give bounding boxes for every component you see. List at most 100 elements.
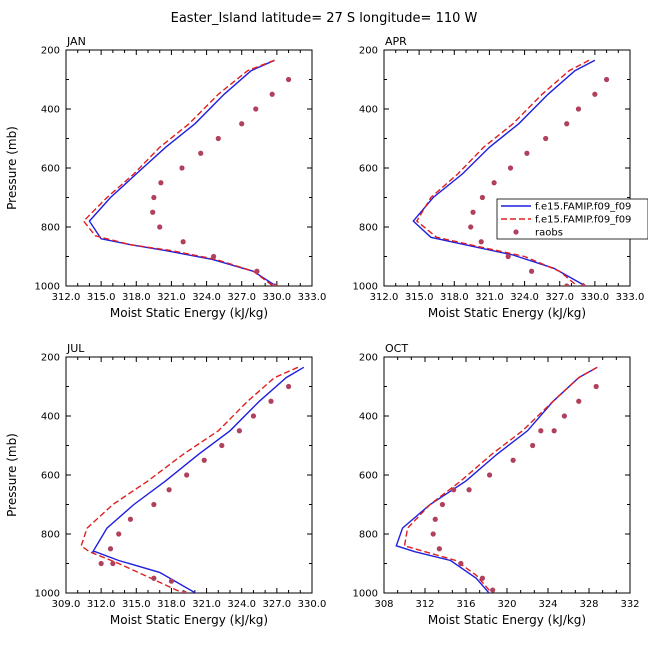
raobs-point bbox=[110, 560, 116, 567]
raobs-point bbox=[157, 224, 163, 230]
raobs-point bbox=[478, 239, 484, 245]
plot-frame bbox=[383, 356, 631, 594]
x-tick-label: 308 bbox=[374, 599, 393, 610]
raobs-point bbox=[436, 546, 442, 552]
panel-label: APR bbox=[385, 35, 407, 48]
raobs-point bbox=[432, 516, 438, 522]
raobs-point bbox=[211, 253, 217, 260]
raobs-point bbox=[239, 121, 245, 127]
legend-entry: raobs bbox=[535, 228, 563, 239]
raobs-point bbox=[151, 194, 157, 201]
raobs-point bbox=[285, 383, 292, 390]
x-tick-label: 324.0 bbox=[510, 292, 539, 303]
raobs-point bbox=[491, 180, 497, 186]
raobs-point bbox=[466, 487, 472, 493]
raobs-point bbox=[180, 239, 186, 245]
x-tick-label: 330.0 bbox=[581, 292, 610, 303]
raobs-point bbox=[468, 224, 474, 230]
legend-entry: f.e15.FAMIP.f09_f09 bbox=[535, 215, 631, 226]
raobs-point bbox=[580, 283, 586, 286]
raobs-point bbox=[201, 457, 207, 463]
raobs-point bbox=[486, 472, 493, 478]
y-tick-label: 1000 bbox=[35, 282, 60, 293]
y-tick-label: 800 bbox=[359, 530, 378, 541]
model-line-dashed bbox=[82, 59, 275, 286]
raobs-point bbox=[236, 428, 242, 434]
y-tick-label: 200 bbox=[41, 46, 60, 57]
y-tick-label: 400 bbox=[359, 412, 378, 423]
x-tick-label: 327.0 bbox=[545, 292, 574, 303]
raobs-point bbox=[179, 165, 185, 171]
x-tick-label: 333.0 bbox=[616, 292, 645, 303]
x-tick-label: 321.0 bbox=[192, 599, 221, 610]
raobs-point bbox=[458, 560, 464, 567]
raobs-point bbox=[507, 165, 514, 171]
raobs-point bbox=[151, 501, 157, 508]
raobs-point bbox=[107, 546, 114, 552]
raobs-point bbox=[198, 150, 204, 156]
y-tick-label: 800 bbox=[41, 530, 60, 541]
raobs-point bbox=[576, 398, 582, 404]
x-tick-label: 328 bbox=[579, 599, 598, 610]
raobs-point bbox=[285, 76, 292, 83]
x-axis-title: Moist Static Energy (kJ/kg) bbox=[428, 613, 586, 627]
panel-label: OCT bbox=[385, 342, 408, 355]
x-tick-label: 320 bbox=[497, 599, 516, 610]
plot-frame bbox=[65, 49, 313, 287]
y-tick-label: 800 bbox=[359, 223, 378, 234]
model-line-solid bbox=[395, 366, 598, 593]
model-line-dashed bbox=[403, 366, 598, 593]
x-tick-label: 330.0 bbox=[263, 292, 292, 303]
raobs-point bbox=[510, 457, 516, 463]
plot-frame bbox=[383, 49, 631, 287]
raobs-point bbox=[269, 91, 275, 97]
raobs-point bbox=[490, 587, 496, 593]
raobs-point bbox=[439, 501, 446, 508]
x-tick-label: 327.0 bbox=[263, 599, 292, 610]
y-tick-label: 600 bbox=[359, 164, 378, 175]
x-tick-label: 321.0 bbox=[157, 292, 186, 303]
raobs-point bbox=[479, 194, 485, 201]
y-tick-label: 600 bbox=[359, 471, 378, 482]
y-tick-label: 400 bbox=[41, 105, 60, 116]
x-tick-label: 312 bbox=[415, 599, 434, 610]
series-group bbox=[80, 366, 305, 593]
x-tick-label: 315.0 bbox=[87, 292, 116, 303]
x-tick-label: 333.0 bbox=[298, 292, 327, 303]
x-tick-label: 316 bbox=[456, 599, 475, 610]
x-tick-label: 330.0 bbox=[298, 599, 327, 610]
y-tick-label: 600 bbox=[41, 471, 60, 482]
x-tick-label: 312.0 bbox=[370, 292, 399, 303]
y-tick-label: 600 bbox=[41, 164, 60, 175]
x-tick-label: 324.0 bbox=[227, 599, 256, 610]
raobs-point bbox=[564, 283, 570, 286]
raobs-point bbox=[561, 413, 568, 419]
panel-label: JUL bbox=[66, 342, 85, 355]
raobs-point bbox=[184, 472, 190, 478]
legend: f.e15.FAMIP.f09_f09 f.e15.FAMIP.f09_f09ra… bbox=[496, 198, 648, 240]
legend-entry: f.e15.FAMIP.f09_f09 bbox=[535, 202, 631, 213]
raobs-point bbox=[250, 413, 257, 419]
raobs-point bbox=[575, 106, 582, 112]
model-line-dashed bbox=[415, 59, 590, 286]
y-axis-title: Pressure (mb) bbox=[5, 433, 19, 517]
raobs-point bbox=[219, 442, 225, 449]
raobs-point bbox=[271, 283, 278, 286]
raobs-point bbox=[150, 209, 156, 215]
model-line-solid bbox=[88, 59, 278, 286]
raobs-point bbox=[529, 268, 535, 274]
raobs-point bbox=[151, 575, 157, 581]
y-tick-label: 200 bbox=[359, 46, 378, 57]
series-group bbox=[395, 366, 599, 593]
panel-0: 312.0 315.0 318.0 321.0 324.0 327.0 330.0 333.0… bbox=[5, 35, 326, 320]
model-line-solid bbox=[412, 59, 596, 286]
x-tick-label: 324 bbox=[538, 599, 557, 610]
panel-1: 312.0 315.0 318.0 321.0 324.0 327.0 330.0 333.0… bbox=[353, 35, 645, 320]
y-tick-label: 800 bbox=[41, 223, 60, 234]
raobs-point bbox=[116, 531, 122, 537]
y-tick-label: 200 bbox=[359, 353, 378, 364]
raobs-point bbox=[530, 442, 536, 449]
raobs-point bbox=[430, 531, 436, 537]
raobs-point bbox=[127, 516, 134, 522]
raobs-point bbox=[168, 578, 175, 584]
